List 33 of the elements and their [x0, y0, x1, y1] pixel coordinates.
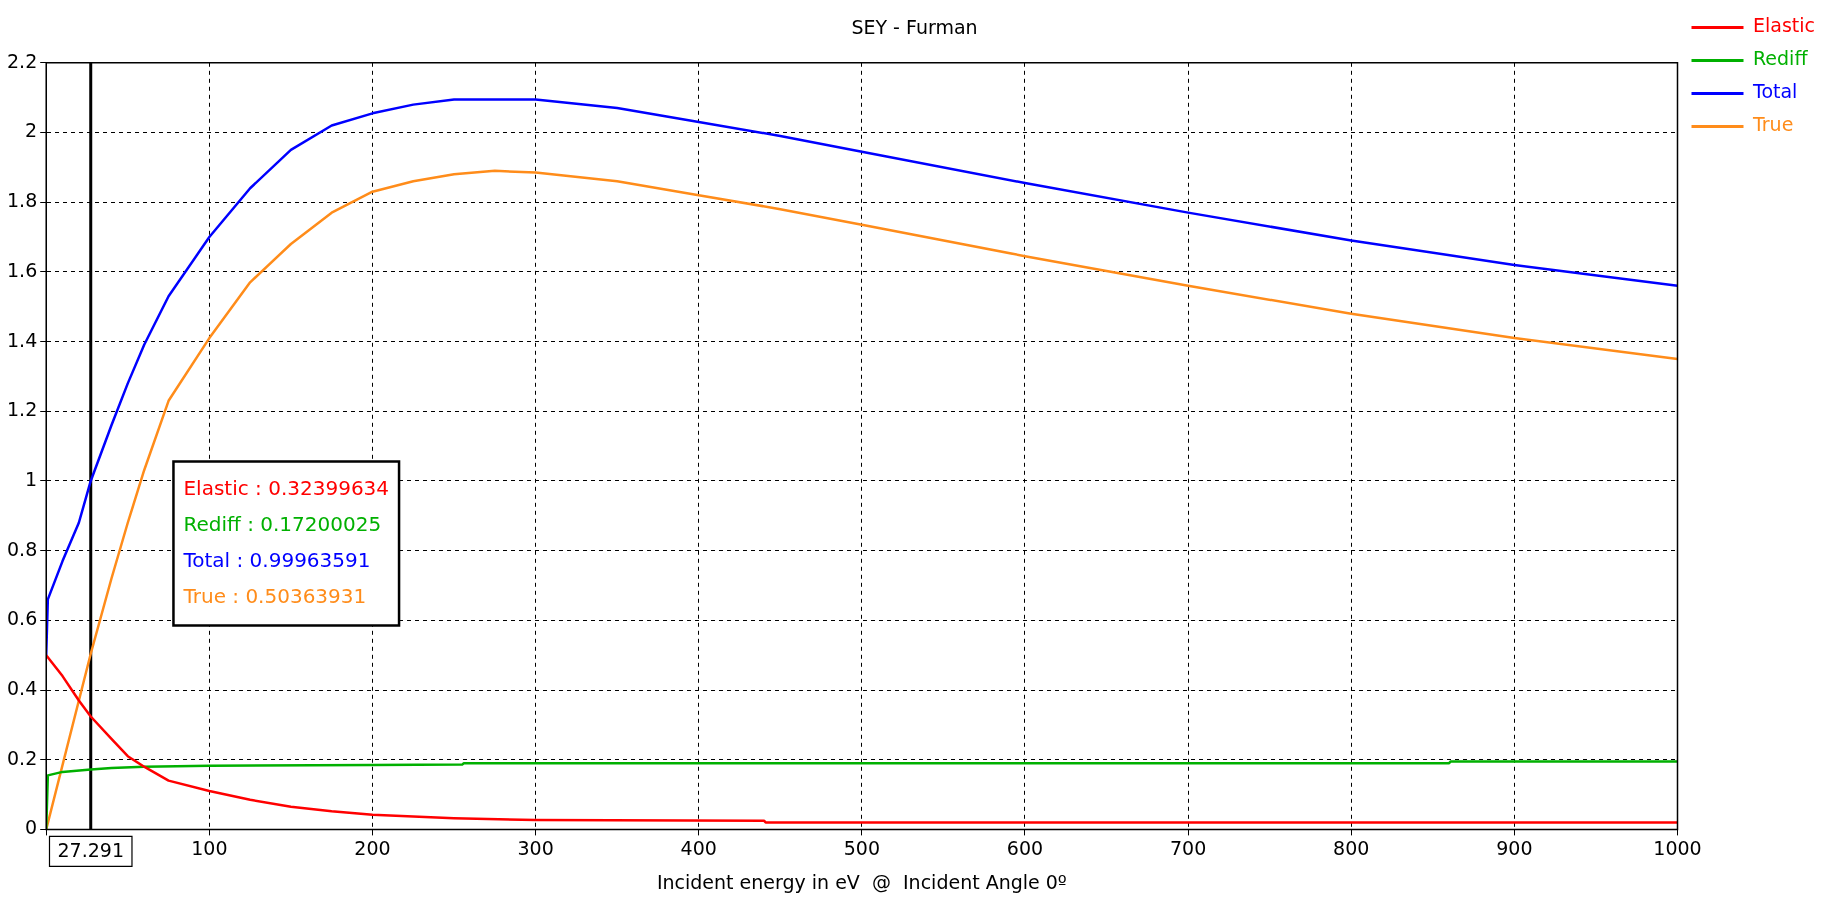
chart-title: SEY - Furman — [851, 16, 978, 39]
y-tick-label: 0.4 — [7, 676, 38, 699]
y-tick-label: 0.6 — [7, 607, 38, 630]
x-tick-label: 800 — [1333, 836, 1370, 859]
y-tick-label: 1.2 — [7, 398, 38, 421]
y-tick-label: 1 — [25, 467, 38, 490]
y-tick-label: 2 — [25, 119, 38, 142]
x-tick-label: 1000 — [1653, 836, 1702, 859]
legend-label: Total — [1752, 80, 1798, 103]
y-tick-label: 0.2 — [7, 746, 38, 769]
legend-label: Rediff — [1753, 47, 1809, 70]
y-tick-label: 1.6 — [7, 258, 38, 281]
x-axis-title: Incident energy in eV @ Incident Angle 0º — [656, 870, 1067, 893]
x-tick-label: 700 — [1169, 836, 1207, 859]
x-tick-label: 100 — [191, 836, 228, 859]
x-tick-label: 900 — [1496, 836, 1533, 859]
x-tick-label: 600 — [1006, 836, 1044, 859]
y-tick-label: 2.2 — [7, 49, 38, 72]
annotation: Total : 0.99963591 — [182, 547, 371, 572]
y-tick-label: 1.4 — [7, 328, 38, 351]
x-tick-label: 500 — [843, 836, 880, 859]
y-tick-label: 0 — [25, 816, 38, 839]
annotation: True : 0.50363931 — [182, 583, 367, 608]
y-tick-label: 1.8 — [7, 189, 38, 212]
annotation: Rediff : 0.17200025 — [183, 511, 382, 536]
ref-line-label: 27.291 — [57, 839, 124, 862]
legend-label: Elastic — [1753, 14, 1816, 37]
y-tick-label: 0.8 — [7, 537, 38, 560]
annotation: Elastic : 0.32399634 — [183, 475, 390, 500]
x-tick-label: 200 — [354, 836, 391, 859]
x-tick-label: 300 — [517, 836, 554, 859]
legend-label: True — [1752, 113, 1794, 136]
x-tick-label: 400 — [680, 836, 717, 859]
